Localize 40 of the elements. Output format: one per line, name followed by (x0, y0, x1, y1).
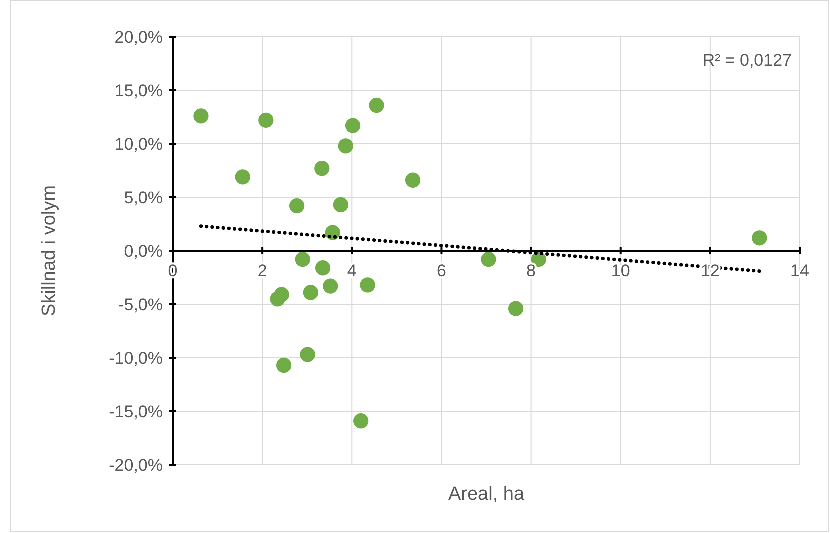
point (338, 138, 354, 154)
y-tick-label: -20,0% (109, 456, 163, 475)
y-tick-label: -10,0% (109, 348, 163, 368)
point (314, 161, 330, 176)
annotation: R² = 0,0127 (702, 51, 792, 70)
point (315, 260, 331, 276)
point (300, 347, 316, 362)
point (360, 278, 376, 293)
y-tick-label: 15,0% (114, 81, 163, 100)
x-axis-title: Areal, ha (448, 484, 525, 505)
point (508, 301, 524, 316)
point (481, 252, 496, 268)
point (323, 278, 338, 294)
point (333, 197, 349, 213)
point (303, 285, 319, 300)
x-tick-label: 4 (347, 261, 357, 280)
y-tick-label: -5,0% (118, 295, 163, 314)
y-tick-label: 5,0% (124, 188, 163, 208)
y-tick-label: -15,0% (109, 402, 163, 422)
y-tick-label: 10,0% (114, 134, 163, 154)
x-tick-label: 8 (526, 261, 536, 280)
point (289, 198, 305, 214)
x-tick-label: 6 (436, 261, 446, 280)
point (258, 112, 274, 128)
x-tick-label: 14 (790, 261, 810, 280)
point (752, 230, 768, 246)
point (354, 414, 369, 429)
point (274, 287, 290, 302)
x-tick-label: 2 (258, 261, 268, 280)
point (295, 252, 310, 268)
y-axis-title: Skillnad i volym (39, 186, 60, 316)
point (194, 108, 209, 124)
point (405, 172, 421, 188)
point (369, 98, 384, 114)
point (235, 170, 250, 185)
x-tick-label: 10 (611, 261, 630, 280)
point (345, 118, 361, 134)
y-tick-label: 20,0% (114, 28, 163, 47)
y-tick-label: 0,0% (124, 242, 163, 261)
point (276, 358, 292, 374)
